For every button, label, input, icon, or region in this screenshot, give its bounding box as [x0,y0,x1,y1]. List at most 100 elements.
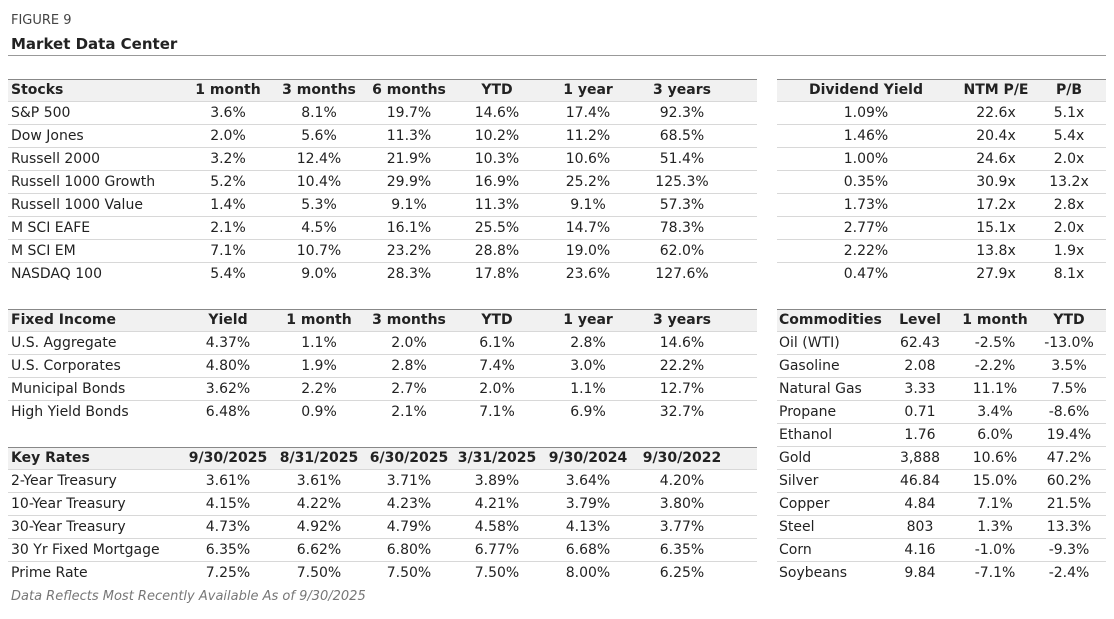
cell: 7.25% [205,565,251,581]
cell: 10.3% [474,151,520,167]
cell: 2.22% [843,243,889,259]
cell: 62.43 [899,335,941,351]
cell: 2.0x [1053,220,1085,236]
row-rule [777,561,1106,562]
cell: 4.58% [474,519,520,535]
cell: 6.9% [570,404,606,420]
column-header: Dividend Yield [809,82,923,98]
cell: 4.37% [205,335,251,351]
cell: 29.9% [386,174,432,190]
cell: 1.09% [843,105,889,121]
cell: 1.76 [904,427,936,443]
cell: 5.1x [1053,105,1085,121]
row-rule [777,538,1106,539]
row-label: Soybeans [779,565,847,581]
row-label: NASDAQ 100 [11,266,102,282]
row-label: Copper [779,496,830,512]
cell: 7.4% [479,358,515,374]
cell: 4.22% [296,496,342,512]
row-label: 30 Yr Fixed Mortgage [11,542,160,558]
row-rule [8,354,757,355]
cell: 10.7% [296,243,342,259]
cell: 1.46% [843,128,889,144]
row-label: U.S. Aggregate [11,335,117,351]
cell: 1.9x [1053,243,1085,259]
column-header: Fixed Income [11,312,116,328]
cell: 8.1x [1053,266,1085,282]
row-rule [8,515,757,516]
cell: 2.08 [904,358,936,374]
cell: 2.0% [210,128,246,144]
header-band [8,447,757,470]
cell: 13.8x [976,243,1016,259]
row-rule [8,170,757,171]
row-rule [777,354,1106,355]
row-rule [8,377,757,378]
cell: 19.4% [1046,427,1092,443]
cell: 19.0% [565,243,611,259]
row-label: Propane [779,404,837,420]
cell: 127.6% [655,266,709,282]
cell: 17.8% [474,266,520,282]
cell: 6.35% [659,542,705,558]
cell: 2.77% [843,220,889,236]
cell: 17.2x [976,197,1016,213]
cell: 32.7% [659,404,705,420]
row-rule [777,239,1106,240]
cell: 9.1% [570,197,606,213]
cell: 4.13% [565,519,611,535]
column-header: 9/30/2022 [642,450,722,466]
cell: 3.64% [565,473,611,489]
cell: 125.3% [655,174,709,190]
cell: 30.9x [976,174,1016,190]
column-header: 3 years [653,82,711,98]
cell: 1.73% [843,197,889,213]
row-rule [8,561,757,562]
cell: 6.62% [296,542,342,558]
row-label: M SCI EAFE [11,220,91,236]
cell: 68.5% [659,128,705,144]
title: Market Data Center [11,35,178,53]
column-header: YTD [1053,312,1085,328]
cell: -7.1% [974,565,1016,581]
cell: 47.2% [1046,450,1092,466]
row-label: Dow Jones [11,128,84,144]
cell: 13.2x [1049,174,1089,190]
row-rule [8,492,757,493]
cell: 3.4% [977,404,1013,420]
cell: 3.71% [386,473,432,489]
cell: 17.4% [565,105,611,121]
row-rule [777,193,1106,194]
cell: 4.23% [386,496,432,512]
column-header: Yield [208,312,248,328]
row-label: Gold [779,450,812,466]
cell: 1.1% [301,335,337,351]
column-header: Stocks [11,82,64,98]
row-rule [777,147,1106,148]
cell: 2.1% [391,404,427,420]
cell: 6.25% [659,565,705,581]
cell: 7.50% [296,565,342,581]
cell: 10.6% [565,151,611,167]
row-rule [8,331,757,332]
cell: 10.4% [296,174,342,190]
cell: 1.9% [301,358,337,374]
row-label: Oil (WTI) [779,335,840,351]
cell: 4.92% [296,519,342,535]
column-header: 1 month [286,312,352,328]
row-rule [8,216,757,217]
row-rule [777,124,1106,125]
row-label: Russell 1000 Value [11,197,143,213]
row-rule [777,101,1106,102]
cell: 4.84 [904,496,936,512]
column-header: YTD [481,312,513,328]
cell: 7.50% [386,565,432,581]
row-label: Municipal Bonds [11,381,126,397]
cell: 3.61% [296,473,342,489]
column-header: 9/30/2024 [548,450,628,466]
cell: 2.8x [1053,197,1085,213]
column-header: 1 year [563,82,613,98]
row-label: 30-Year Treasury [11,519,126,535]
cell: 19.7% [386,105,432,121]
cell: -2.4% [1048,565,1090,581]
